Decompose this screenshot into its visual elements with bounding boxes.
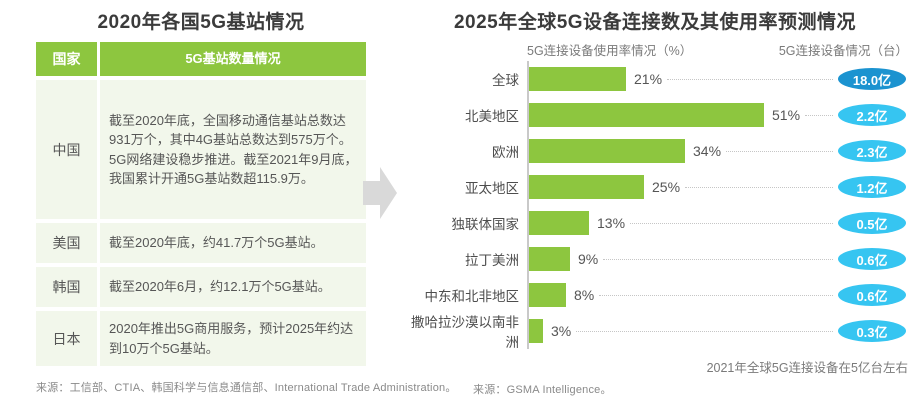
category-label: 全球	[492, 73, 519, 88]
right-panel: 2025年全球5G设备连接数及其使用率预测情况 5G连接设备使用率情况（%） 5…	[398, 0, 912, 376]
connection-badge: 18.0亿	[838, 68, 906, 90]
table-row: 中国 截至2020年底，全国移动通信基站总数达931万个，其中4G基站总数达到5…	[36, 80, 366, 219]
category-label: 独联体国家	[451, 217, 520, 232]
bar	[529, 319, 543, 343]
bar-zone: 34% 2.3亿	[527, 133, 912, 169]
category-label: 中东和北非地区	[424, 289, 520, 304]
connection-badge: 2.3亿	[838, 140, 906, 162]
table-cell-desc: 2020年推出5G商用服务，预计2025年约达到10万个5G基站。	[109, 321, 354, 356]
chart-row: 拉丁美洲 9% 0.6亿	[398, 241, 912, 277]
table-header-desc: 5G基站数量情况	[185, 51, 281, 67]
left-panel-title: 2020年各国5G基站情况	[97, 12, 305, 33]
leader-line	[599, 294, 833, 296]
table-header-country: 国家	[36, 42, 100, 76]
table-cell-country: 中国	[36, 80, 100, 219]
base-station-table: 国家 5G基站数量情况 中国 截至2020年底，全国移动通信基站总数达931万个…	[36, 42, 366, 366]
bar-zone: 21% 18.0亿	[527, 61, 912, 97]
bar-zone: 25% 1.2亿	[527, 169, 912, 205]
leader-line	[805, 114, 833, 116]
chart-row: 独联体国家 13% 0.5亿	[398, 205, 912, 241]
source-left: 来源：工信部、CTIA、韩国科学与信息通信部、International Tra…	[36, 382, 457, 394]
leader-line	[667, 78, 833, 80]
chart-row: 欧洲 34% 2.3亿	[398, 133, 912, 169]
table-row: 韩国 截至2020年6月，约12.1万个5G基站。	[36, 267, 366, 307]
percent-label: 9%	[578, 251, 599, 267]
connection-badge: 0.3亿	[838, 320, 906, 342]
percent-label: 21%	[634, 71, 663, 87]
bar-zone: 8% 0.6亿	[527, 277, 912, 313]
bar-zone: 13% 0.5亿	[527, 205, 912, 241]
table-cell-desc: 截至2020年6月，约12.1万个5G基站。	[109, 279, 331, 295]
table-cell-desc: 截至2020年底，全国移动通信基站总数达931万个，其中4G基站总数达到575万…	[109, 112, 358, 187]
bar	[529, 139, 685, 163]
percent-label: 8%	[574, 287, 595, 303]
axis-label-devices: 5G连接设备情况（台）	[778, 44, 908, 58]
chart-axis-labels: 5G连接设备使用率情况（%） 5G连接设备情况（台）	[398, 40, 912, 59]
chart-row: 亚太地区 25% 1.2亿	[398, 169, 912, 205]
chart-row: 北美地区 51% 2.2亿	[398, 97, 912, 133]
connection-badge: 0.6亿	[838, 284, 906, 306]
table-cell-country: 美国	[36, 223, 100, 263]
category-label: 撒哈拉沙漠以南非洲	[411, 315, 519, 350]
bar-zone: 9% 0.6亿	[527, 241, 912, 277]
connection-badge: 0.5亿	[838, 212, 906, 234]
bar	[529, 283, 566, 307]
table-row: 日本 2020年推出5G商用服务，预计2025年约达到10万个5G基站。	[36, 311, 366, 366]
bar-zone: 3% 0.3亿	[527, 313, 912, 349]
chart-annotation: 2021年全球5G连接设备在5亿台左右	[706, 361, 908, 375]
table-cell-country: 日本	[36, 311, 100, 366]
category-label: 拉丁美洲	[465, 253, 519, 268]
connection-badge: 2.2亿	[838, 104, 906, 126]
leader-line	[576, 330, 833, 332]
bar	[529, 175, 644, 199]
chart-row: 全球 21% 18.0亿	[398, 61, 912, 97]
category-label: 亚太地区	[465, 181, 519, 196]
right-panel-title: 2025年全球5G设备连接数及其使用率预测情况	[453, 12, 857, 33]
percent-label: 3%	[551, 323, 572, 339]
bar	[529, 211, 589, 235]
leader-line	[603, 258, 833, 260]
leader-line	[726, 150, 833, 152]
chart-row: 中东和北非地区 8% 0.6亿	[398, 277, 912, 313]
table-row: 美国 截至2020年底，约41.7万个5G基站。	[36, 223, 366, 263]
connection-badge: 1.2亿	[838, 176, 906, 198]
percent-label: 34%	[693, 143, 722, 159]
table-header-row: 国家 5G基站数量情况	[36, 42, 366, 76]
category-label: 北美地区	[465, 109, 519, 124]
chart-row: 撒哈拉沙漠以南非洲 3% 0.3亿	[398, 313, 912, 350]
axis-label-usage: 5G连接设备使用率情况（%）	[527, 44, 693, 58]
category-label: 欧洲	[492, 145, 519, 160]
percent-label: 25%	[652, 179, 681, 195]
left-panel: 2020年各国5G基站情况 国家 5G基站数量情况 中国 截至2020年底，全国…	[36, 0, 366, 366]
source-right: 来源：GSMA Intelligence。	[473, 384, 612, 396]
bar	[529, 103, 764, 127]
table-cell-country: 韩国	[36, 267, 100, 307]
right-arrow-icon	[363, 167, 397, 224]
leader-line	[630, 222, 833, 224]
bar-zone: 51% 2.2亿	[527, 97, 912, 133]
connection-badge: 0.6亿	[838, 248, 906, 270]
bar	[529, 247, 570, 271]
bar	[529, 67, 626, 91]
table-cell-desc: 截至2020年底，约41.7万个5G基站。	[109, 235, 324, 251]
leader-line	[685, 186, 833, 188]
percent-label: 13%	[597, 215, 626, 231]
bar-chart: 全球 21% 18.0亿 北美地区 51% 2.2亿 欧洲	[398, 61, 912, 350]
percent-label: 51%	[772, 107, 801, 123]
